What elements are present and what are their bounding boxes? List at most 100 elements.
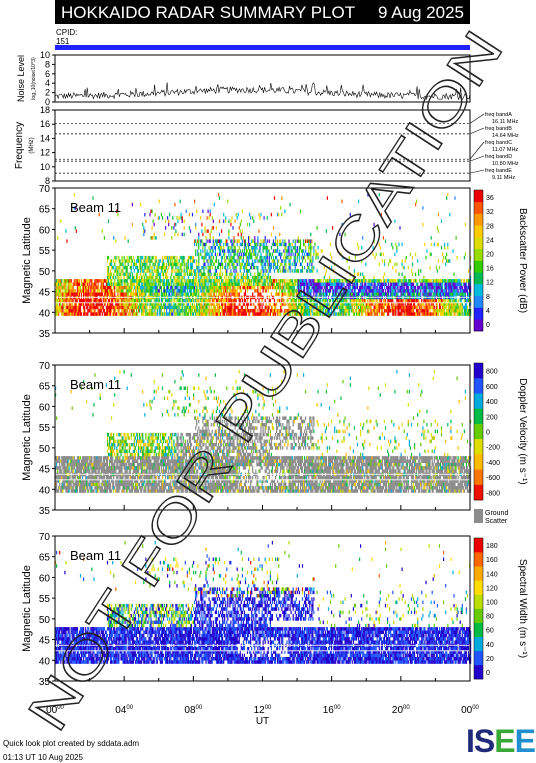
data-cell bbox=[279, 292, 281, 296]
data-cell bbox=[449, 309, 451, 313]
data-cell bbox=[239, 302, 241, 306]
data-cell bbox=[64, 312, 66, 316]
data-cell bbox=[207, 272, 209, 276]
data-cell bbox=[355, 305, 358, 310]
data-cell bbox=[261, 299, 263, 303]
data-cell bbox=[127, 302, 129, 306]
data-cell bbox=[90, 289, 92, 293]
data-cell bbox=[353, 305, 355, 310]
data-cell bbox=[317, 282, 319, 286]
data-cell bbox=[431, 302, 433, 306]
data-cell bbox=[240, 265, 242, 270]
data-cell bbox=[400, 299, 402, 303]
data-cell bbox=[294, 265, 296, 270]
data-cell bbox=[92, 285, 94, 290]
data-cell bbox=[131, 305, 133, 310]
data-cell bbox=[423, 279, 425, 283]
data-cell bbox=[189, 269, 192, 273]
data-cell bbox=[271, 285, 273, 290]
data-cell bbox=[91, 305, 93, 310]
data-cell bbox=[173, 255, 175, 260]
data-cell bbox=[113, 236, 115, 240]
data-cell bbox=[369, 302, 371, 306]
data-cell bbox=[84, 282, 86, 286]
data-cell bbox=[214, 249, 216, 253]
data-cell bbox=[447, 299, 449, 303]
data-cell bbox=[133, 299, 135, 303]
data-cell bbox=[349, 302, 351, 306]
data-cell bbox=[212, 242, 214, 247]
freq-band-freq: 9.11 MHz bbox=[492, 175, 515, 181]
data-cell bbox=[97, 299, 99, 303]
data-cell bbox=[203, 292, 205, 296]
data-cell bbox=[443, 305, 445, 310]
data-cell bbox=[178, 282, 180, 286]
data-cell bbox=[409, 302, 411, 306]
data-cell bbox=[183, 289, 185, 293]
data-cell bbox=[92, 305, 94, 310]
data-cell bbox=[132, 282, 134, 286]
data-cell bbox=[77, 285, 79, 290]
data-cell bbox=[56, 312, 58, 316]
data-cell bbox=[91, 282, 93, 286]
data-cell bbox=[349, 212, 351, 217]
data-cell bbox=[365, 282, 367, 286]
data-cell bbox=[225, 285, 227, 290]
data-cell bbox=[129, 289, 131, 293]
data-cell bbox=[280, 302, 282, 306]
data-cell bbox=[382, 282, 384, 286]
data-cell bbox=[224, 312, 226, 316]
data-cell bbox=[370, 302, 372, 306]
data-cell bbox=[182, 259, 184, 263]
data-cell bbox=[60, 219, 62, 223]
data-cell bbox=[390, 282, 392, 286]
data-cell bbox=[105, 285, 107, 290]
data-cell bbox=[235, 259, 237, 263]
data-cell bbox=[222, 265, 224, 270]
data-cell bbox=[325, 312, 327, 316]
data-cell bbox=[73, 279, 75, 283]
data-cell bbox=[288, 285, 290, 290]
data-cell bbox=[63, 299, 65, 303]
data-cell bbox=[189, 285, 192, 290]
data-cell bbox=[152, 219, 154, 223]
data-cell bbox=[166, 282, 168, 286]
data-cell bbox=[111, 262, 113, 267]
data-cell bbox=[291, 279, 293, 283]
data-cell bbox=[159, 272, 161, 276]
data-cell bbox=[361, 302, 363, 306]
data-cell bbox=[120, 279, 122, 283]
data-cell bbox=[240, 282, 242, 286]
data-cell bbox=[449, 305, 451, 310]
data-cell bbox=[135, 305, 138, 310]
data-cell bbox=[318, 282, 320, 286]
data-cell bbox=[239, 222, 241, 227]
data-cell bbox=[69, 312, 71, 316]
data-cell bbox=[295, 269, 297, 273]
data-cell bbox=[119, 312, 121, 316]
data-cell bbox=[289, 302, 291, 306]
data-cell bbox=[342, 279, 344, 283]
data-cell bbox=[407, 265, 409, 270]
data-cell bbox=[301, 249, 304, 253]
data-cell bbox=[243, 252, 245, 257]
data-cell bbox=[184, 279, 186, 283]
data-cell bbox=[144, 229, 146, 233]
data-cell bbox=[203, 312, 205, 316]
data-cell bbox=[403, 279, 405, 283]
data-cell bbox=[339, 305, 341, 310]
data-cell bbox=[197, 285, 199, 290]
data-cell bbox=[300, 289, 303, 293]
data-cell bbox=[208, 269, 210, 273]
data-cell bbox=[430, 312, 432, 316]
data-cell bbox=[265, 279, 267, 283]
data-cell bbox=[242, 275, 244, 280]
data-cell bbox=[173, 226, 175, 230]
data-cell bbox=[198, 312, 200, 316]
data-cell bbox=[404, 305, 406, 310]
data-cell bbox=[442, 292, 444, 296]
data-cell bbox=[407, 289, 409, 293]
data-cell bbox=[347, 279, 349, 283]
data-cell bbox=[255, 309, 257, 313]
data-cell bbox=[143, 305, 145, 310]
